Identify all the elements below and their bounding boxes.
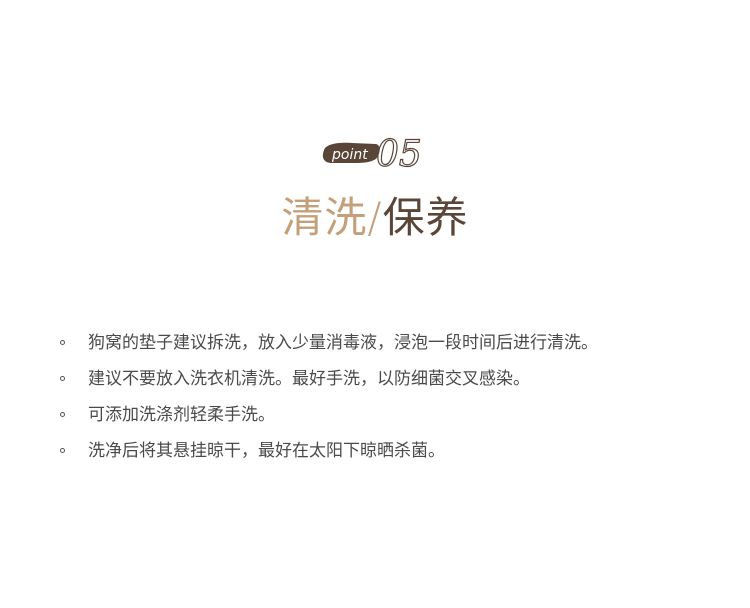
brush-stroke-shape <box>322 142 380 163</box>
title-part-cleaning: 清洗 <box>281 193 368 242</box>
list-item: 洗净后将其悬挂晾干，最好在太阳下晾晒杀菌。 <box>56 433 598 469</box>
list-item-text: 可添加洗涤剂轻柔手洗。 <box>88 405 275 425</box>
point-badge-graphic: point 05 <box>322 133 422 176</box>
list-item-text: 狗窝的垫子建议拆洗，放入少量消毒液，浸泡一段时间后进行清洗。 <box>88 333 598 353</box>
list-item: 狗窝的垫子建议拆洗，放入少量消毒液，浸泡一段时间后进行清洗。 <box>56 325 598 361</box>
list-item-text: 洗净后将其悬挂晾干，最好在太阳下晾晒杀菌。 <box>88 441 445 461</box>
page-title: 清洗/保养 <box>0 190 750 246</box>
bullet-icon <box>60 412 65 417</box>
bullet-icon <box>60 376 65 381</box>
bullet-icon <box>60 448 65 453</box>
list-item: 可添加洗涤剂轻柔手洗。 <box>56 397 598 433</box>
title-slash: / <box>367 193 383 242</box>
care-instructions-list: 狗窝的垫子建议拆洗，放入少量消毒液，浸泡一段时间后进行清洗。 建议不要放入洗衣机… <box>56 325 598 469</box>
title-part-maintenance: 保养 <box>382 193 469 242</box>
point-number: 05 <box>376 134 422 175</box>
point-label: point <box>331 147 368 163</box>
list-item: 建议不要放入洗衣机清洗。最好手洗，以防细菌交叉感染。 <box>56 361 598 397</box>
bullet-icon <box>60 340 65 345</box>
point-badge: point 05 <box>318 128 426 176</box>
list-item-text: 建议不要放入洗衣机清洗。最好手洗，以防细菌交叉感染。 <box>88 369 530 389</box>
